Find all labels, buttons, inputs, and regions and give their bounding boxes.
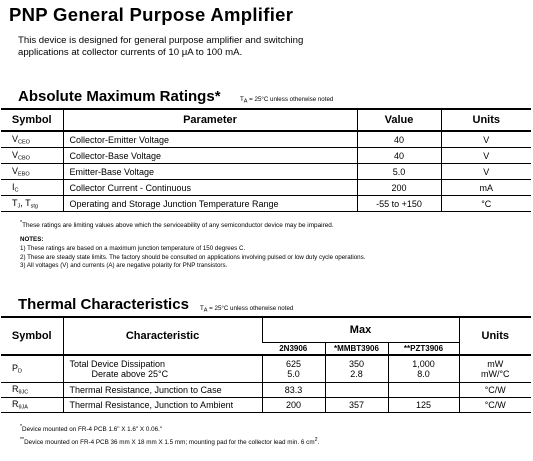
characteristic-cell: Total Device Dissipation Derate above 25°… (62, 355, 262, 383)
parameter-cell: Collector Current - Continuous (62, 179, 357, 196)
symbol-cell: VEBO (1, 163, 63, 180)
symbol-cell: VCBO (1, 147, 63, 164)
page-title: PNP General Purpose Amplifier (9, 4, 294, 25)
units-cell: °C (440, 195, 531, 212)
description-line-1: This device is designed for general purp… (18, 35, 304, 46)
table-row: IC Collector Current - Continuous 200 mA (1, 179, 531, 196)
table-row: VCBO Collector-Base Voltage 40 V (1, 147, 531, 164)
value-cell (387, 382, 459, 398)
symbol-cell: RθJA (1, 397, 63, 413)
header-units: Units (440, 110, 531, 132)
thermal-header-row: Symbol Characteristic Max Units (1, 318, 531, 356)
value-cell: 200 (261, 397, 325, 413)
value-cell: 350 2.8 (324, 355, 388, 383)
device-description: This device is designed for general purp… (18, 35, 498, 58)
note-item: 3) All voltages (V) and currents (A) are… (20, 262, 228, 270)
units-cell: V (440, 163, 531, 180)
value-cell: 1,000 8.0 (387, 355, 459, 383)
value-cell: 125 (387, 397, 459, 413)
header-units: Units (458, 318, 531, 356)
header-characteristic: Characteristic (62, 318, 262, 356)
characteristic-cell: Thermal Resistance, Junction to Case (62, 382, 262, 398)
symbol-cell: RθJC (1, 382, 63, 398)
value-cell: 200 (356, 179, 441, 196)
symbol-cell: IC (1, 179, 63, 196)
header-value: Value (356, 110, 441, 132)
thermal-subheader-row: 2N3906 *MMBT3906 **PZT3906 (1, 342, 531, 356)
subheader-mmbt3906: *MMBT3906 (324, 342, 388, 356)
header-parameter: Parameter (62, 110, 357, 132)
header-max: Max (261, 318, 459, 343)
subheader-2n3906: 2N3906 (262, 342, 325, 356)
thermal-footnote-1: *Device mounted on FR-4 PCB 1.6" X 1.6" … (20, 424, 163, 434)
abs-max-table: Symbol Parameter Value Units VCEO Collec… (1, 110, 531, 212)
thermal-footnote-2: **Device mounted on FR-4 PCB 36 mm X 18 … (20, 437, 320, 447)
symbol-cell: PD (1, 355, 63, 383)
notes-heading: NOTES: (20, 236, 44, 243)
thermal-title: Thermal Characteristics (18, 296, 189, 313)
units-cell: °C/W (458, 382, 531, 398)
parameter-cell: Collector-Emitter Voltage (62, 131, 357, 148)
parameter-cell: Operating and Storage Junction Temperatu… (62, 195, 357, 212)
abs-max-title: Absolute Maximum Ratings* (18, 88, 221, 105)
value-cell: 40 (356, 131, 441, 148)
thermal-table: Symbol Characteristic Max Units 2N3906 *… (1, 318, 531, 413)
note-item: 2) These are steady state limits. The fa… (20, 253, 366, 261)
header-symbol: Symbol (1, 110, 63, 132)
notes-block: NOTES: 1) These ratings are based on a m… (20, 236, 520, 271)
value-cell: -55 to +150 (356, 195, 441, 212)
symbol-cell: TJ, Tstg (1, 195, 63, 212)
description-line-2: applications at collector currents of 10… (18, 46, 243, 58)
table-row: TJ, Tstg Operating and Storage Junction … (1, 195, 531, 212)
value-cell: 5.0 (356, 163, 441, 180)
table-row: VCEO Collector-Emitter Voltage 40 V (1, 131, 531, 148)
note-item: 1) These ratings are based on a maximum … (20, 244, 246, 252)
abs-max-footnote: *These ratings are limiting values above… (20, 220, 334, 230)
characteristic-cell: Thermal Resistance, Junction to Ambient (62, 397, 262, 413)
value-cell: 625 5.0 (261, 355, 325, 383)
table-row: PD Total Device Dissipation Derate above … (1, 355, 531, 383)
table-row: RθJC Thermal Resistance, Junction to Cas… (1, 382, 531, 398)
table-row: VEBO Emitter-Base Voltage 5.0 V (1, 163, 531, 180)
value-cell: 357 (324, 397, 388, 413)
symbol-cell: VCEO (1, 131, 63, 148)
subheader-pzt3906: **PZT3906 (387, 342, 459, 356)
thermal-condition-note: TA = 25°C unless otherwise noted (200, 305, 294, 314)
abs-max-top-rule (1, 108, 531, 110)
value-cell: 40 (356, 147, 441, 164)
table-row: RθJA Thermal Resistance, Junction to Amb… (1, 397, 531, 413)
units-cell: mW mW/°C (458, 355, 531, 383)
header-symbol: Symbol (1, 318, 63, 356)
parameter-cell: Emitter-Base Voltage (62, 163, 357, 180)
abs-max-header-row: Symbol Parameter Value Units (1, 110, 531, 132)
value-cell: 83.3 (261, 382, 325, 398)
units-cell: V (440, 147, 531, 164)
value-cell (324, 382, 388, 398)
thermal-top-rule (1, 316, 531, 318)
parameter-cell: Collector-Base Voltage (62, 147, 357, 164)
abs-max-condition-note: TA = 25°C unless otherwise noted (240, 96, 334, 105)
units-cell: V (440, 131, 531, 148)
units-cell: mA (440, 179, 531, 196)
units-cell: °C/W (458, 397, 531, 413)
